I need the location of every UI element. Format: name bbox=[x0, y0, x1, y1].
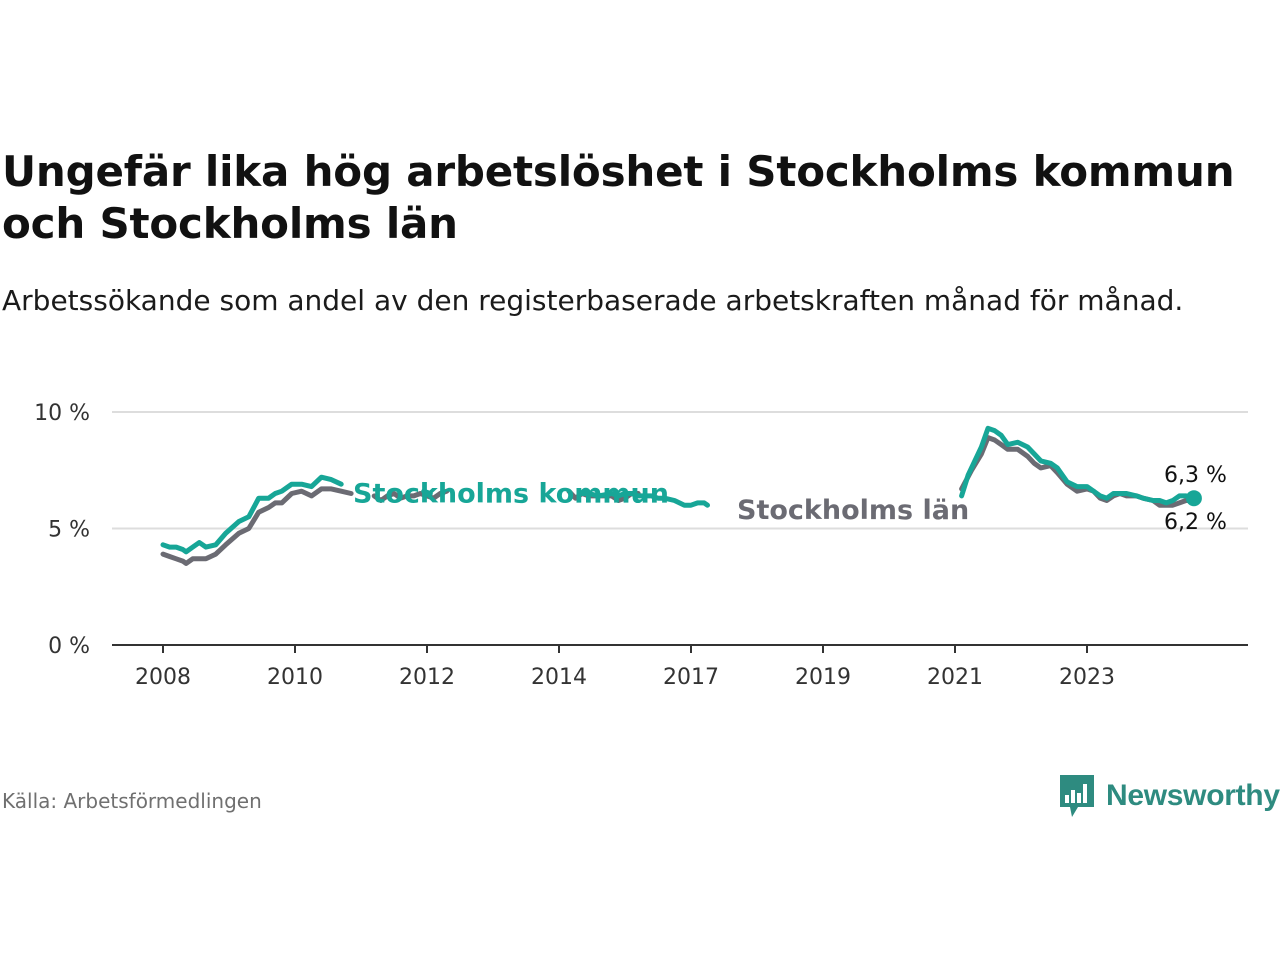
x-tick-label: 2014 bbox=[531, 665, 587, 690]
series-line-kommun bbox=[421, 488, 433, 496]
x-tick-label: 2012 bbox=[399, 665, 455, 690]
source-note: Källa: Arbetsförmedlingen bbox=[2, 789, 262, 813]
newsworthy-chart-icon bbox=[1060, 775, 1094, 817]
y-axis-ticks: 0 % 5 % 10 % bbox=[34, 401, 90, 659]
logo-text: Newsworthy bbox=[1106, 779, 1280, 812]
series-lines bbox=[160, 425, 1202, 566]
series-line-kommun bbox=[160, 474, 344, 555]
series-line-kommun bbox=[959, 425, 1199, 506]
gridlines bbox=[112, 411, 1248, 530]
chart-subtitle: Arbetssökande som andel av den registerb… bbox=[2, 284, 1184, 317]
x-tick-label: 2019 bbox=[795, 665, 851, 690]
x-tick-label: 2023 bbox=[1059, 665, 1115, 690]
x-tick-label: 2021 bbox=[927, 665, 983, 690]
y-tick-label: 0 % bbox=[48, 634, 90, 659]
chart-title: Ungefär lika hög arbetslöshet i Stockhol… bbox=[2, 147, 1235, 248]
y-tick-label: 10 % bbox=[34, 401, 90, 426]
series-line-lan bbox=[160, 486, 354, 566]
line-chart: 0 %5 %10 % 2008 2010 2012 2014 2017 2019 2021 2… bbox=[34, 401, 1248, 690]
end-value-kommun: 6,3 % bbox=[1164, 463, 1227, 488]
end-value-lan: 6,2 % bbox=[1164, 510, 1227, 535]
series-line-lan bbox=[371, 488, 450, 503]
x-axis-ticks: 2008 2010 2012 2014 2017 2019 2021 2023 bbox=[135, 645, 1115, 690]
x-tick-label: 2017 bbox=[663, 665, 719, 690]
series-label-lan: Stockholms län bbox=[737, 495, 969, 526]
series-label-kommun: Stockholms kommun bbox=[353, 479, 669, 510]
y-tick-label: 5 % bbox=[48, 518, 90, 543]
newsworthy-logo[interactable]: Newsworthy bbox=[1058, 772, 1280, 820]
x-tick-label: 2010 bbox=[267, 665, 323, 690]
x-tick-label: 2008 bbox=[135, 665, 191, 690]
series-line-kommun bbox=[579, 491, 710, 508]
series-end-dot-kommun bbox=[1185, 490, 1202, 507]
series-line-lan bbox=[959, 435, 1199, 508]
series-labels: Stockholms kommun Stockholms län 6,3 % 6,2 … bbox=[353, 463, 1227, 535]
